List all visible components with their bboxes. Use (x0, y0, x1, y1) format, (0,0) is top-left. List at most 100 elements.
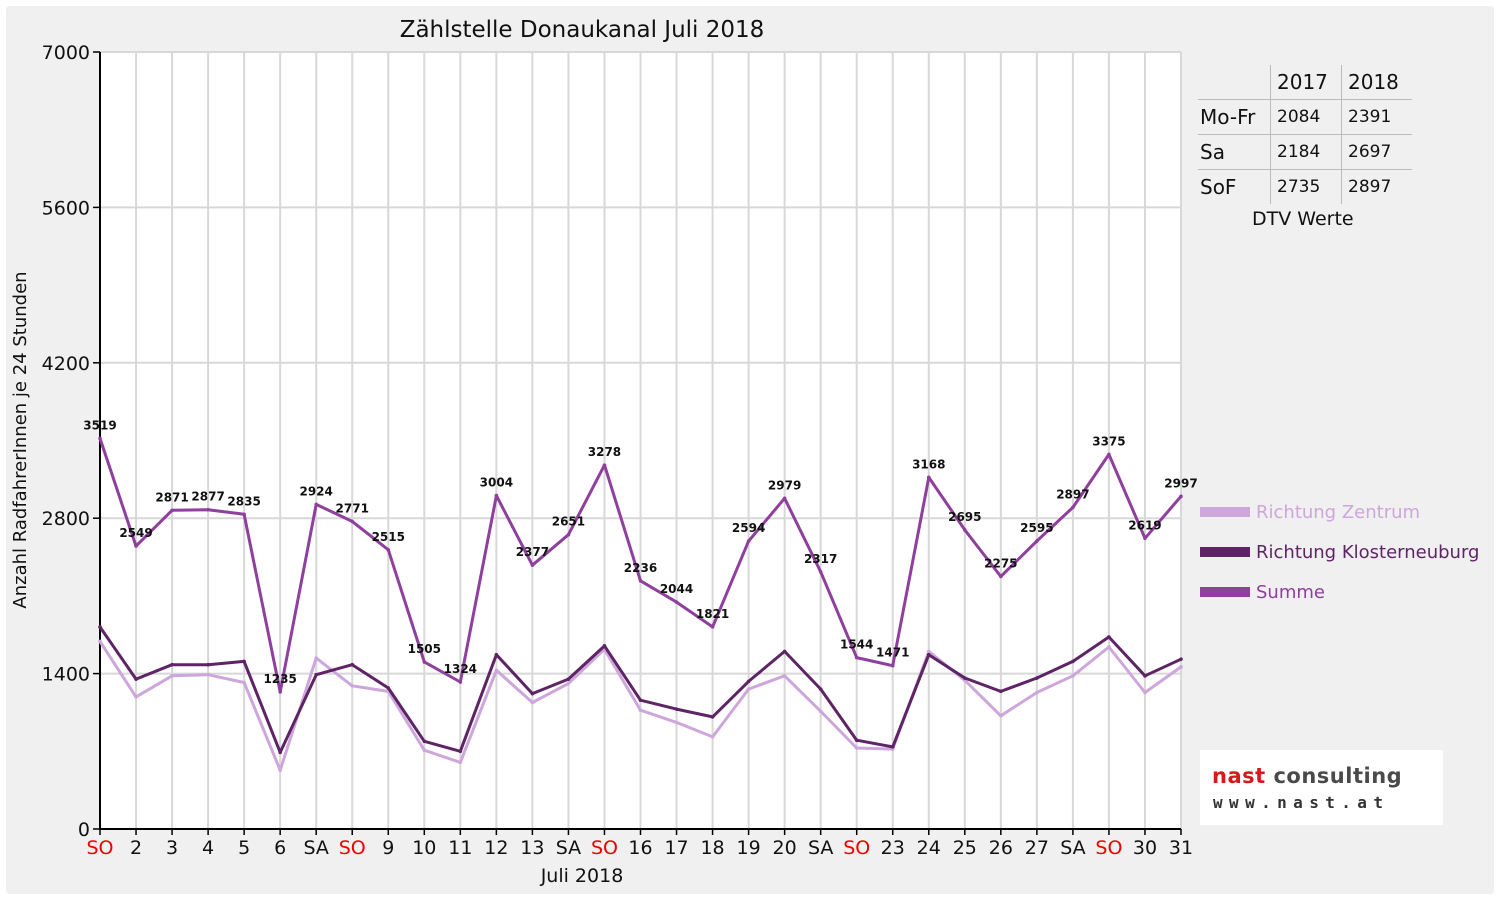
data-label: 2924 (299, 484, 332, 498)
data-label: 2275 (984, 556, 1017, 570)
data-label: 2595 (1020, 521, 1053, 535)
data-point (530, 700, 535, 705)
dtv-cell: 2735 (1270, 169, 1342, 204)
data-label: 2377 (516, 545, 549, 559)
data-point (818, 687, 823, 691)
dtv-row-label: Mo-Fr (1198, 99, 1271, 135)
data-point (278, 768, 282, 772)
data-point (242, 512, 246, 517)
data-label: 1505 (408, 642, 441, 656)
x-tick-label: 5 (238, 837, 250, 859)
y-tick-label: 5600 (42, 197, 90, 219)
y-tick-label: 7000 (42, 42, 90, 64)
data-point (638, 698, 643, 703)
data-label: 3004 (480, 476, 513, 490)
data-point (98, 436, 102, 441)
data-point (854, 738, 859, 742)
data-point (1143, 536, 1147, 541)
y-tick-label: 2800 (42, 508, 90, 530)
x-tick-label: 17 (664, 837, 688, 859)
data-point (1071, 659, 1075, 664)
x-tick-label: 19 (737, 837, 761, 859)
x-tick-label: SA (303, 837, 328, 859)
data-point (854, 655, 859, 660)
x-tick-label: 2 (130, 837, 142, 859)
x-axis-label: Juli 2018 (540, 865, 624, 887)
data-point (602, 644, 607, 648)
legend-swatch (1200, 507, 1250, 517)
logo-word-consulting: consulting (1273, 764, 1403, 788)
data-point (746, 539, 751, 543)
y-tick-label: 4200 (42, 353, 90, 375)
data-label: 1544 (840, 638, 873, 652)
data-point (170, 674, 174, 678)
data-point (710, 735, 715, 739)
data-point (386, 686, 391, 690)
data-point (818, 709, 823, 714)
x-tick-label: 4 (202, 837, 214, 859)
data-point (710, 625, 715, 629)
x-tick-label: 11 (448, 837, 472, 859)
dtv-row-label: SoF (1198, 169, 1271, 204)
data-point (314, 656, 319, 660)
x-tick-label: SO (591, 837, 618, 859)
data-point (674, 600, 679, 604)
dtv-header-2017: 2017 (1270, 65, 1342, 100)
legend-label: Summe (1256, 581, 1325, 603)
data-label: 1235 (263, 672, 296, 686)
x-tick-label: SO (339, 837, 366, 859)
data-point (782, 674, 787, 678)
data-point (314, 502, 319, 507)
dtv-caption: DTV Werte (1252, 208, 1354, 230)
data-point (494, 493, 499, 498)
x-tick-label: 24 (917, 837, 941, 859)
x-tick-label: SA (1060, 837, 1085, 859)
x-tick-label: 20 (773, 837, 797, 859)
data-label: 3278 (588, 445, 621, 459)
dtv-corner (1198, 65, 1271, 100)
data-point (530, 563, 535, 567)
data-label: 3519 (83, 418, 116, 432)
data-point (926, 649, 931, 654)
data-point (1107, 645, 1111, 649)
data-point (98, 625, 102, 629)
x-tick-label: 26 (989, 837, 1013, 859)
x-tick-label: 16 (628, 837, 652, 859)
y-tick-label: 1400 (42, 664, 90, 686)
data-label: 3168 (912, 457, 945, 471)
data-point (1035, 690, 1039, 695)
x-tick-label: 12 (484, 837, 508, 859)
data-label: 2515 (372, 530, 405, 544)
data-point (134, 677, 138, 681)
nast-consulting-logo: nast consulting www.nast.at (1200, 750, 1443, 825)
dtv-cell: 2084 (1270, 99, 1342, 135)
data-point (926, 475, 931, 480)
data-point (566, 677, 571, 681)
data-point (1179, 494, 1183, 499)
data-point (782, 649, 787, 654)
legend-swatch (1200, 547, 1250, 557)
data-point (386, 548, 391, 552)
data-label: 2317 (804, 552, 837, 566)
data-point (1071, 674, 1075, 678)
legend-swatch (1200, 587, 1250, 597)
logo-url: www.nast.at (1213, 793, 1390, 812)
data-point (278, 690, 282, 694)
data-label: 2695 (948, 510, 981, 524)
legend-item-summe: Summe (1200, 572, 1479, 612)
data-point (458, 760, 463, 765)
data-point (746, 679, 751, 684)
data-point (1179, 657, 1183, 661)
legend-item-zentrum: Richtung Zentrum (1200, 492, 1479, 532)
dtv-table: 2017 2018 Mo-Fr 2084 2391 Sa 2184 2697 S… (1198, 65, 1412, 204)
data-point (710, 715, 715, 719)
data-point (602, 463, 607, 467)
chart-title: Zählstelle Donaukanal Juli 2018 (400, 17, 765, 43)
data-point (1107, 635, 1111, 639)
dtv-cell: 2697 (1341, 134, 1412, 170)
data-label: 2594 (732, 521, 765, 535)
data-point (674, 720, 679, 725)
data-point (1143, 690, 1147, 695)
data-point (242, 680, 246, 685)
